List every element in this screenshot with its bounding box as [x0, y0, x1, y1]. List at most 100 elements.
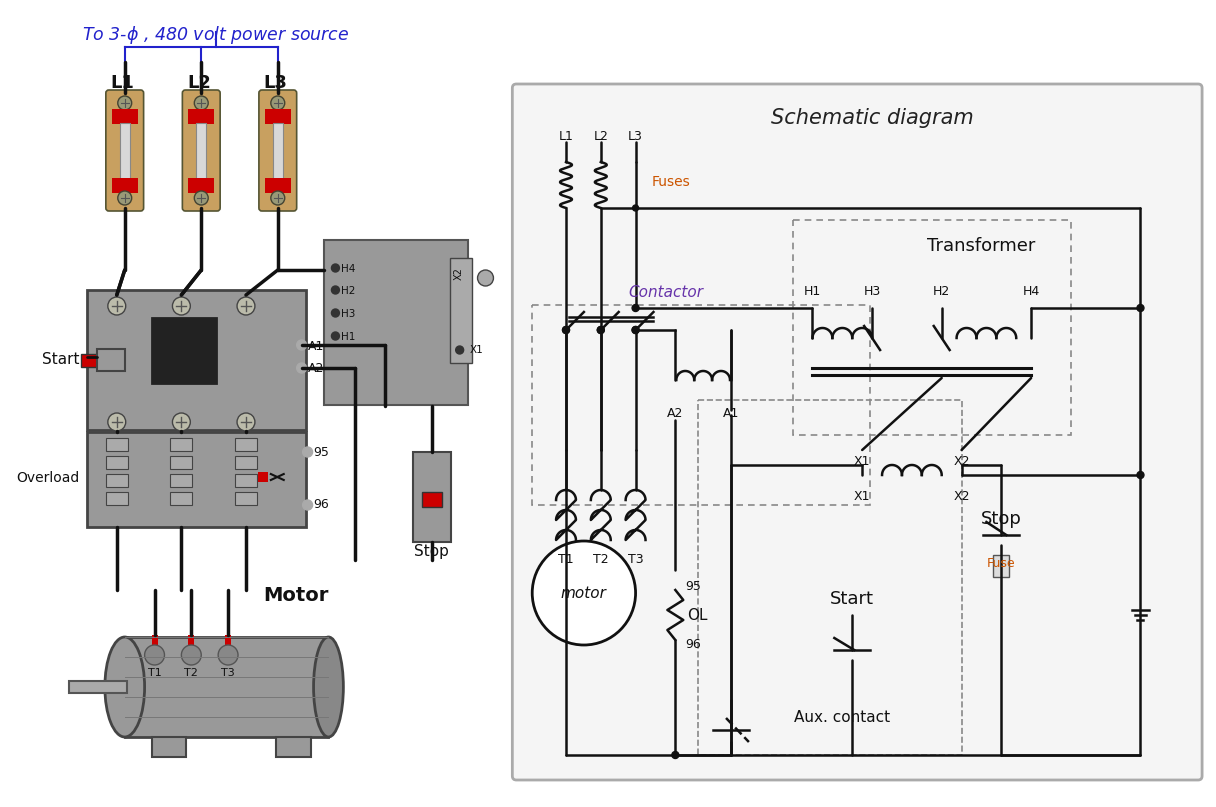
Text: 95: 95 — [314, 445, 330, 458]
Bar — [265, 178, 291, 193]
Bar — [106, 456, 128, 469]
Text: H1: H1 — [342, 332, 356, 342]
Text: H1: H1 — [804, 285, 821, 298]
Text: A2: A2 — [308, 362, 323, 375]
Bar — [422, 492, 441, 507]
Bar — [533, 305, 871, 505]
Circle shape — [237, 297, 255, 315]
Circle shape — [297, 340, 306, 350]
Text: Fuse: Fuse — [987, 557, 1015, 570]
Bar — [119, 123, 130, 180]
Text: OL: OL — [687, 608, 708, 622]
Bar — [188, 109, 214, 124]
Text: Schematic diagram: Schematic diagram — [771, 108, 974, 128]
Circle shape — [297, 363, 306, 373]
Bar — [170, 456, 192, 469]
Circle shape — [632, 327, 640, 333]
Text: X1: X1 — [854, 455, 871, 468]
Bar — [170, 438, 192, 451]
Bar — [450, 258, 472, 363]
Bar — [112, 109, 137, 124]
Text: X1: X1 — [854, 490, 871, 503]
Circle shape — [195, 96, 208, 110]
Circle shape — [173, 297, 191, 315]
Circle shape — [332, 309, 339, 317]
Bar — [993, 555, 1009, 577]
Circle shape — [533, 541, 636, 645]
Circle shape — [563, 327, 569, 333]
Bar — [152, 737, 186, 757]
Bar — [272, 123, 283, 180]
Text: H4: H4 — [1023, 285, 1040, 298]
Circle shape — [271, 191, 285, 205]
Bar — [188, 635, 195, 651]
FancyBboxPatch shape — [182, 90, 220, 211]
Text: L1: L1 — [558, 130, 574, 143]
Bar — [265, 109, 291, 124]
Circle shape — [173, 413, 191, 431]
Bar — [88, 432, 305, 527]
Circle shape — [456, 346, 463, 354]
Bar — [235, 438, 257, 451]
Text: Stop: Stop — [981, 510, 1021, 528]
Ellipse shape — [314, 637, 343, 737]
Bar — [276, 737, 310, 757]
Circle shape — [271, 96, 285, 110]
Circle shape — [118, 191, 131, 205]
Text: T3: T3 — [221, 668, 235, 678]
Circle shape — [1137, 304, 1144, 312]
Circle shape — [108, 297, 125, 315]
Text: T2: T2 — [185, 668, 198, 678]
Circle shape — [672, 751, 679, 759]
Text: Start: Start — [831, 590, 874, 608]
Bar — [413, 452, 451, 542]
Text: A1: A1 — [308, 340, 323, 353]
Bar — [81, 354, 97, 367]
Text: Contactor: Contactor — [629, 285, 704, 300]
Text: 95: 95 — [686, 580, 702, 593]
Bar — [258, 472, 268, 482]
Text: L1: L1 — [111, 74, 135, 92]
Text: L2: L2 — [593, 130, 608, 143]
Bar — [188, 178, 214, 193]
Text: T3: T3 — [627, 553, 643, 566]
Text: Fuses: Fuses — [652, 175, 691, 189]
Bar — [97, 349, 125, 371]
Circle shape — [632, 327, 640, 333]
Ellipse shape — [105, 637, 145, 737]
Text: H3: H3 — [342, 309, 356, 319]
Circle shape — [145, 645, 164, 665]
Text: X2: X2 — [953, 455, 970, 468]
Text: T2: T2 — [593, 553, 608, 566]
FancyBboxPatch shape — [259, 90, 297, 211]
Text: Start: Start — [41, 353, 79, 367]
Text: L2: L2 — [187, 74, 212, 92]
Circle shape — [195, 191, 208, 205]
Bar — [125, 637, 328, 737]
Bar — [235, 492, 257, 505]
Circle shape — [108, 413, 125, 431]
Text: H2: H2 — [933, 285, 951, 298]
Bar — [235, 474, 257, 487]
Circle shape — [332, 286, 339, 294]
Text: A1: A1 — [722, 407, 739, 420]
Bar — [69, 681, 126, 693]
Circle shape — [332, 332, 339, 340]
Bar — [225, 635, 231, 651]
Circle shape — [632, 304, 640, 312]
Text: Transformer: Transformer — [928, 237, 1036, 255]
Bar — [793, 220, 1071, 435]
Circle shape — [303, 500, 313, 510]
Text: Stop: Stop — [415, 544, 449, 559]
Circle shape — [332, 264, 339, 272]
Circle shape — [597, 327, 604, 333]
Circle shape — [303, 447, 313, 457]
Bar — [106, 492, 128, 505]
Bar — [88, 290, 305, 430]
Bar — [152, 635, 158, 651]
Bar — [196, 123, 207, 180]
Text: A2: A2 — [668, 407, 683, 420]
Text: T1: T1 — [558, 553, 574, 566]
Circle shape — [181, 645, 202, 665]
Bar — [112, 178, 137, 193]
